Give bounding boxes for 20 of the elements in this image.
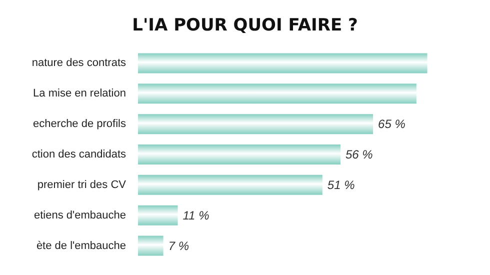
data-label: 65 %: [378, 117, 406, 132]
bar: [138, 174, 322, 195]
data-label: 51 %: [327, 178, 356, 192]
bar: [138, 84, 416, 104]
data-label: 11 %: [182, 208, 210, 222]
bar: [138, 144, 340, 164]
bar: [138, 114, 374, 134]
y-tick-label: nature des contrats: [32, 57, 126, 70]
y-tick-label: premier tri des CV: [37, 178, 127, 191]
y-tick-label: La mise en relation: [33, 88, 126, 100]
bar: [138, 205, 178, 226]
y-tick-label: ète de l'embauche: [36, 240, 126, 252]
chart-title: L'IA POUR QUOI FAIRE ?: [132, 16, 358, 36]
bar: [138, 236, 164, 256]
y-tick-label: echerche de profils: [33, 118, 126, 130]
y-tick-label: ction des candidats: [32, 148, 126, 160]
bar: [138, 53, 428, 74]
data-label: 7 %: [168, 238, 190, 253]
data-label: 56 %: [346, 148, 374, 162]
y-tick-label: etiens d'embauche: [34, 209, 126, 222]
